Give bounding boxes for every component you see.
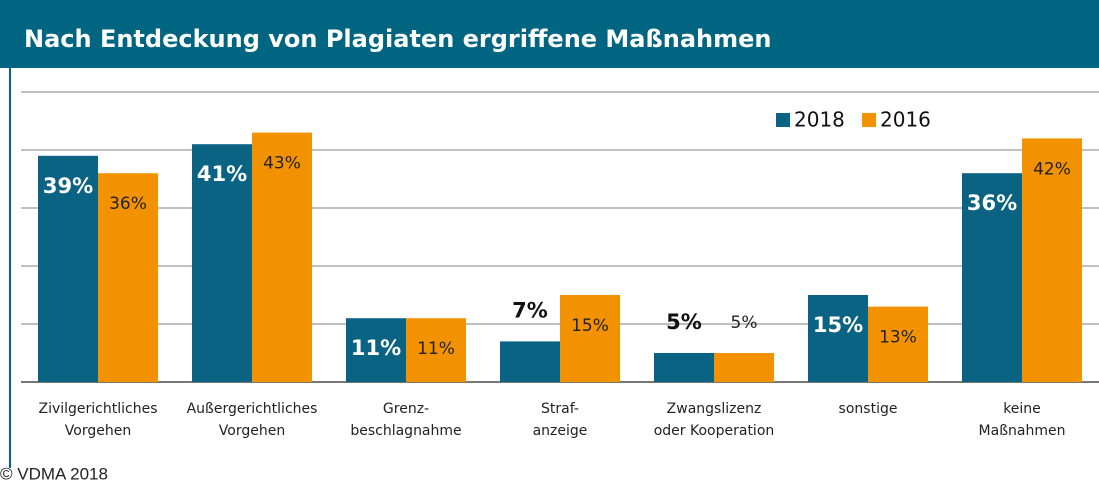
value-label: 11% xyxy=(351,336,401,360)
bar xyxy=(192,144,252,382)
x-tick-label: anzeige xyxy=(533,423,588,439)
value-label: 15% xyxy=(813,313,863,337)
x-tick-label: Straf- xyxy=(541,401,579,417)
bar xyxy=(252,132,312,382)
legend-label: 2016 xyxy=(880,108,931,132)
bar xyxy=(1022,138,1082,382)
x-tick-label: oder Kooperation xyxy=(654,423,775,439)
legend-swatch xyxy=(862,113,876,127)
value-label: 42% xyxy=(1033,159,1071,179)
bar xyxy=(808,295,868,382)
value-label: 5% xyxy=(666,310,702,334)
x-tick-label: Maßnahmen xyxy=(979,423,1066,439)
bar xyxy=(654,353,714,382)
bar xyxy=(98,173,158,382)
value-label: 7% xyxy=(512,298,548,322)
legend-swatch xyxy=(776,113,790,127)
value-label: 41% xyxy=(197,162,247,186)
bar xyxy=(560,295,620,382)
value-label: 43% xyxy=(263,154,301,174)
value-label: 36% xyxy=(967,191,1017,215)
bar xyxy=(868,306,928,382)
bar xyxy=(38,155,98,382)
x-tick-label: Außergerichtliches xyxy=(187,401,318,417)
bar xyxy=(714,353,774,382)
value-label: 13% xyxy=(879,328,917,348)
bar xyxy=(500,341,560,382)
bar xyxy=(406,318,466,382)
legend-label: 2018 xyxy=(794,108,845,132)
x-tick-label: sonstige xyxy=(839,401,898,417)
value-label: 36% xyxy=(109,194,147,214)
value-label: 11% xyxy=(417,339,455,359)
x-tick-label: keine xyxy=(1003,401,1041,417)
x-tick-label: beschlagnahme xyxy=(350,423,461,439)
source: © VDMA 2018 xyxy=(0,464,108,483)
bar xyxy=(346,318,406,382)
header-band xyxy=(0,0,1099,68)
value-label: 5% xyxy=(731,313,758,333)
x-tick-label: Zivilgerichtliches xyxy=(38,401,157,417)
x-tick-label: Vorgehen xyxy=(65,423,131,439)
value-label: 39% xyxy=(43,174,93,198)
chart-title: Nach Entdeckung von Plagiaten ergriffene… xyxy=(24,25,772,53)
value-label: 15% xyxy=(571,316,609,336)
x-tick-label: Grenz- xyxy=(383,401,429,417)
bar xyxy=(962,173,1022,382)
x-tick-label: Zwangslizenz xyxy=(667,401,762,417)
x-tick-label: Vorgehen xyxy=(219,423,285,439)
